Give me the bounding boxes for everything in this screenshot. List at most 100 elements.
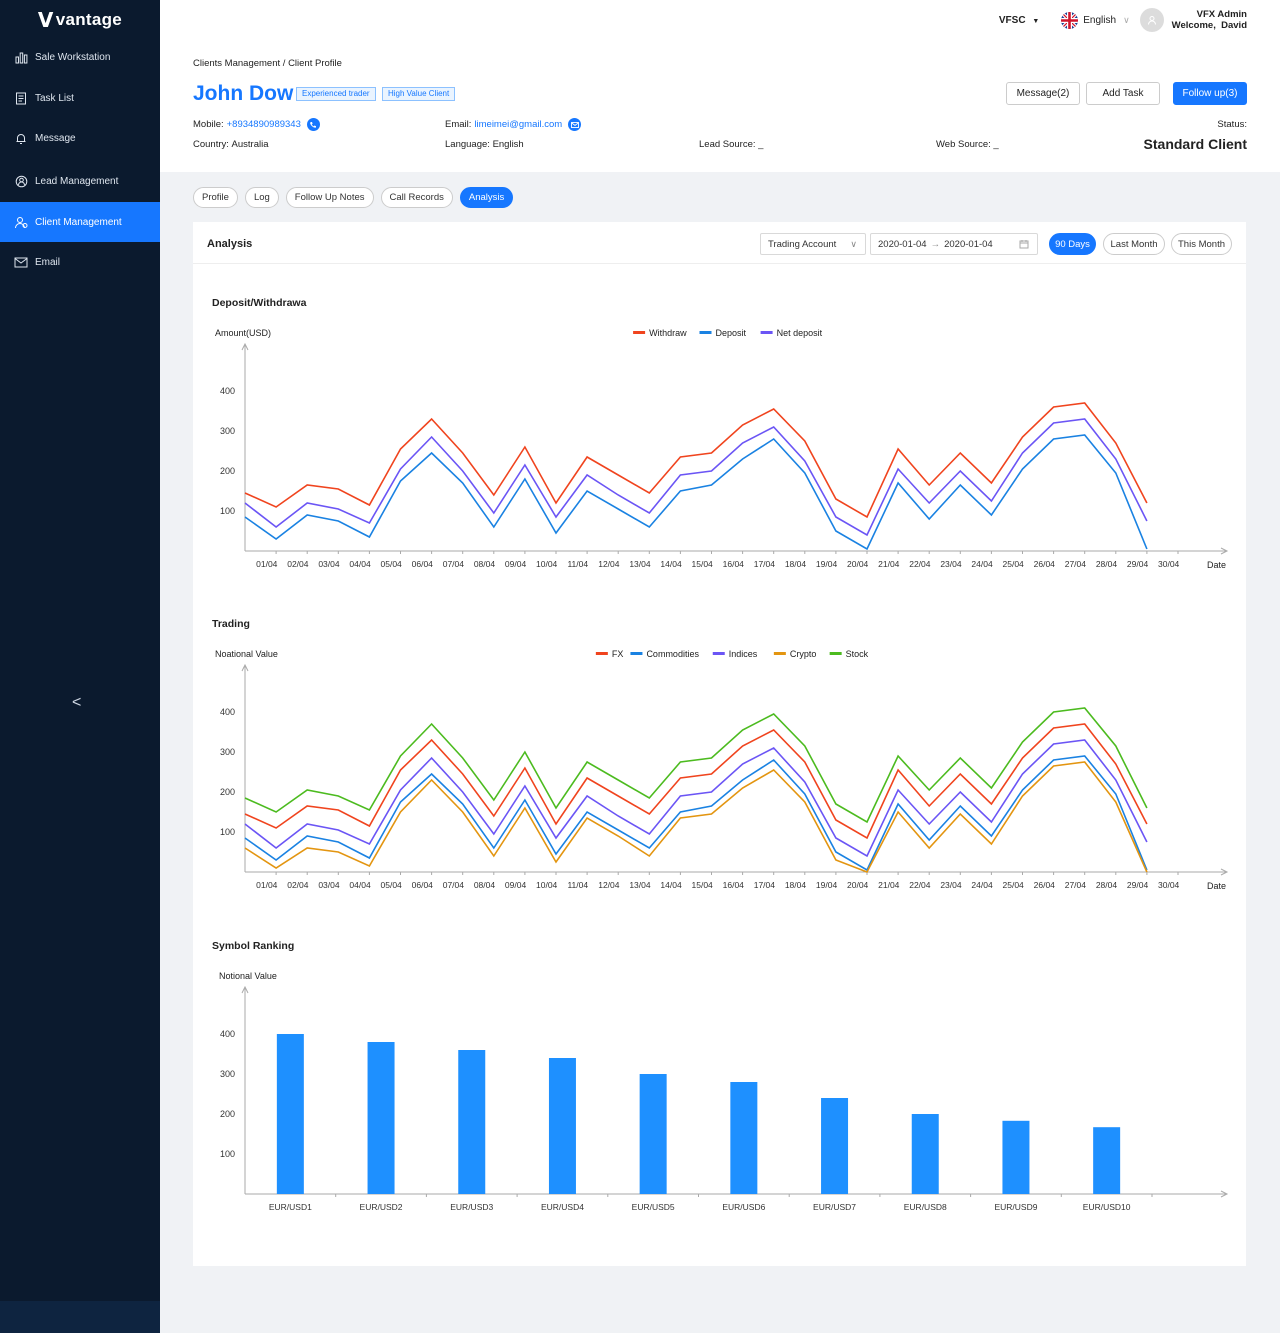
x-tick-label: 14/04: [660, 559, 682, 569]
logo-text: vantage: [55, 10, 123, 29]
bell-icon: [14, 131, 28, 145]
x-tick-label: EUR/USD4: [541, 1202, 584, 1212]
x-tick-label: 08/04: [474, 880, 496, 890]
lead-source-label: Lead Source:: [699, 139, 756, 150]
bar-eur-usd5: [639, 1074, 667, 1194]
sidebar-item-client-management[interactable]: Client Management: [0, 202, 160, 242]
x-axis-arrow-icon: [1220, 868, 1229, 876]
bar-eur-usd2: [367, 1042, 395, 1194]
y-axis-arrow-icon: [241, 985, 249, 994]
sidebar-item-sale-workstation[interactable]: Sale Workstation: [0, 37, 160, 77]
x-tick-label: 10/04: [536, 880, 558, 890]
task-list-icon: [14, 91, 28, 105]
series-line-fx: [244, 723, 1148, 840]
mobile-label: Mobile:: [193, 119, 224, 130]
tab-call-records[interactable]: Call Records: [380, 187, 453, 208]
email-address[interactable]: limeimei@gmail.com: [474, 119, 563, 130]
x-tick-label: 04/04: [349, 559, 371, 569]
vantage-logo-icon: V: [37, 8, 54, 32]
message-button[interactable]: Message(2): [1006, 82, 1080, 105]
x-tick-label: 03/04: [318, 880, 340, 890]
x-tick-label: 03/04: [318, 559, 340, 569]
trading-chart: Noational Value Date 100 200 300 400 01/04 02/0…: [215, 649, 1229, 891]
date-range-picker[interactable]: 2020-01-04 → 2020-01-04: [870, 233, 1038, 255]
x-tick-label: 29/04: [1127, 559, 1149, 569]
y-tick-label: 100: [220, 827, 235, 837]
range-this-month[interactable]: This Month: [1171, 233, 1232, 255]
language-label: English: [1083, 14, 1117, 26]
date-from[interactable]: 2020-01-04: [878, 238, 927, 250]
symbol-ranking-chart: Notional Value 100 200 300 400 EUR/USD1 EUR/US…: [219, 971, 1229, 1212]
sidebar-item-email[interactable]: Email: [0, 242, 160, 282]
tab-log[interactable]: Log: [244, 187, 279, 208]
web-source-value: _: [993, 139, 999, 150]
phone-icon[interactable]: [306, 118, 320, 131]
legend-label-fx: FX: [612, 649, 624, 659]
legend-label-indices: Indices: [729, 649, 758, 659]
lead-source-info: Lead Source: _: [699, 139, 763, 150]
bar-eur-usd8: [911, 1114, 939, 1194]
x-tick-label: 24/04: [971, 880, 993, 890]
collapse-sidebar-button[interactable]: <: [72, 694, 81, 712]
x-tick-label: 24/04: [971, 559, 993, 569]
x-tick-label: EUR/USD10: [1083, 1202, 1131, 1212]
sidebar-item-label: Email: [35, 256, 61, 268]
trading-account-select[interactable]: Trading Account ∨: [760, 233, 866, 255]
x-tick-label: 09/04: [505, 559, 527, 569]
series-line-indices: [244, 739, 1148, 858]
x-tick-label: 17/04: [754, 559, 776, 569]
sidebar-item-message[interactable]: Message: [0, 118, 160, 158]
x-tick-label: 23/04: [940, 559, 962, 569]
y-tick-label: 400: [220, 386, 235, 396]
uk-flag-icon: [1061, 11, 1079, 29]
x-tick-label: 02/04: [287, 880, 309, 890]
x-tick-label: 29/04: [1127, 880, 1149, 890]
x-tick-label: 21/04: [878, 559, 900, 569]
tab-analysis[interactable]: Analysis: [459, 187, 514, 208]
email-info: Email: limeimei@gmail.com: [445, 118, 582, 131]
y-axis-label: Noational Value: [215, 649, 278, 659]
bar-eur-usd7: [821, 1098, 849, 1194]
add-task-button[interactable]: Add Task: [1086, 82, 1160, 105]
sidebar-item-task-list[interactable]: Task List: [0, 78, 160, 118]
follow-up-button[interactable]: Follow up(3): [1173, 82, 1247, 105]
bar-eur-usd1: [276, 1034, 304, 1194]
y-tick-label: 400: [220, 707, 235, 717]
mail-icon[interactable]: [568, 118, 582, 131]
legend-swatch-crypto: [773, 652, 786, 655]
tab-profile[interactable]: Profile: [193, 187, 238, 208]
breadcrumb-parent[interactable]: Clients Management /: [193, 58, 286, 69]
y-tick-label: 200: [220, 1109, 235, 1119]
x-tick-label: 20/04: [847, 880, 869, 890]
analysis-toolbar: Analysis Trading Account ∨ 2020-01-04 → …: [193, 222, 1246, 264]
vantage-logo[interactable]: V vantage: [0, 0, 160, 40]
avatar[interactable]: [1139, 8, 1164, 32]
bar-eur-usd10: [1093, 1127, 1121, 1194]
symbol-ranking-title: Symbol Ranking: [212, 940, 295, 952]
x-tick-label: 16/04: [723, 559, 745, 569]
sidebar-item-label: Task List: [35, 92, 74, 104]
sidebar: V vantage Sale Workstation Task List Mes…: [0, 0, 160, 1333]
y-axis-label: Notional Value: [219, 971, 277, 981]
x-tick-label: 27/04: [1065, 880, 1087, 890]
language-dropdown[interactable]: English ∨: [1061, 11, 1130, 29]
x-tick-label: 10/04: [536, 559, 558, 569]
x-tick-label: 06/04: [412, 880, 434, 890]
series-line-stock: [244, 707, 1148, 824]
x-tick-label: 04/04: [349, 880, 371, 890]
date-to[interactable]: 2020-01-04: [944, 238, 993, 250]
mobile-number[interactable]: +8934890989343: [226, 119, 301, 130]
entity-dropdown[interactable]: VFSC ▼: [999, 15, 1039, 26]
range-90-days[interactable]: 90 Days: [1049, 233, 1096, 255]
x-tick-label: 07/04: [443, 559, 465, 569]
breadcrumb-current: Client Profile: [288, 58, 342, 69]
y-tick-label: 300: [220, 747, 235, 757]
tab-follow-up-notes[interactable]: Follow Up Notes: [285, 187, 374, 208]
sidebar-item-lead-management[interactable]: Lead Management: [0, 161, 160, 201]
x-tick-label: 19/04: [816, 880, 838, 890]
x-tick-label: 26/04: [1034, 880, 1056, 890]
x-tick-label: 22/04: [909, 880, 931, 890]
topbar: VFSC ▼ English ∨ VFX Admin Welcome, Davi…: [999, 8, 1247, 32]
range-last-month[interactable]: Last Month: [1103, 233, 1165, 255]
x-tick-label: 26/04: [1034, 559, 1056, 569]
